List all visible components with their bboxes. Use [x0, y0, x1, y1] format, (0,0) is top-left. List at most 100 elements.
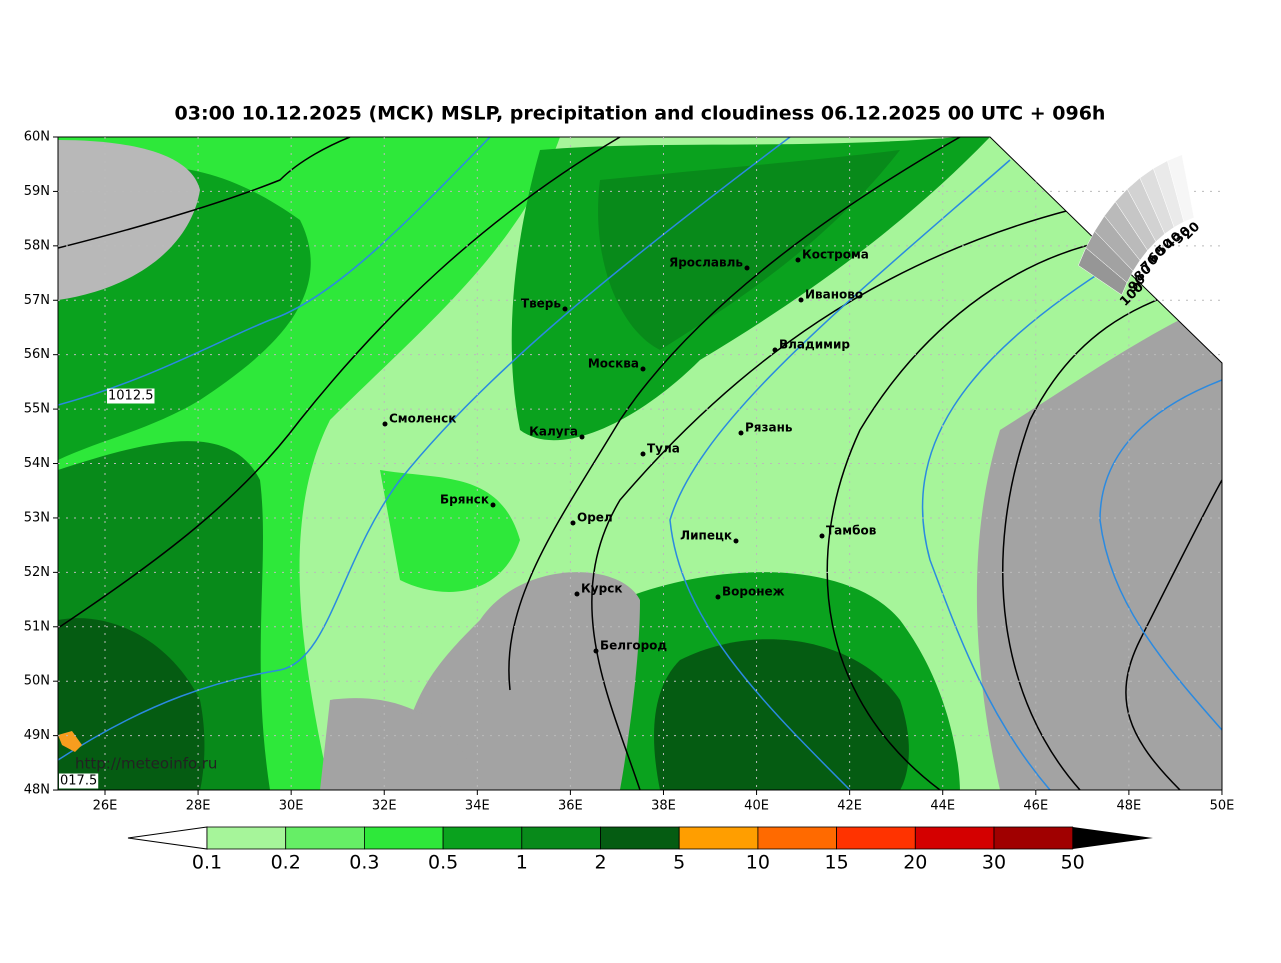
colorbar-swatch	[285, 826, 365, 850]
city-label: Рязань	[745, 421, 793, 435]
isobar-label: 1012.5	[108, 389, 154, 404]
isobar-label: 017.5	[60, 774, 97, 789]
colorbar-label: 50	[1061, 852, 1085, 874]
lon-label: 40E	[744, 799, 769, 814]
lat-label: 53N	[24, 510, 50, 525]
colorbar-swatch	[521, 826, 601, 850]
cloud-swatch	[1167, 154, 1195, 223]
lon-label: 32E	[372, 799, 397, 814]
precip-moderate	[598, 150, 900, 350]
lat-label: 58N	[24, 238, 50, 253]
colorbar-swatch	[206, 826, 287, 850]
city-dot	[795, 257, 801, 263]
isobars-blue	[58, 137, 1222, 790]
colorbar-label: 0.3	[349, 852, 379, 874]
colorbar-swatch	[442, 826, 523, 850]
lon-label: 46E	[1023, 799, 1048, 814]
city-dot	[772, 347, 778, 353]
precip-heavy	[58, 618, 205, 790]
label-bg	[59, 773, 99, 789]
colorbar-swatch	[363, 826, 444, 850]
lat-label: 60N	[24, 130, 50, 145]
colorbar-swatch	[600, 826, 680, 850]
city-label: Липецк	[680, 529, 732, 543]
lat-label: 49N	[24, 728, 50, 743]
cloud-gray	[58, 140, 200, 300]
city-label: Тамбов	[826, 524, 877, 538]
city-dot	[819, 533, 825, 539]
lon-label: 26E	[93, 799, 118, 814]
lon-label: 42E	[837, 799, 862, 814]
colorbar-swatch	[836, 826, 916, 850]
city-label: Курск	[581, 582, 622, 596]
city-label: Ярославль	[669, 256, 743, 270]
colorbar-label: 2	[594, 852, 606, 874]
city-label: Тула	[647, 442, 680, 456]
city-dot	[640, 451, 646, 457]
city-dot	[744, 265, 750, 271]
colorbar-swatch	[914, 826, 995, 850]
colorbar-label: 0.1	[192, 852, 222, 874]
city-dot	[562, 306, 568, 312]
colorbar-label: 30	[982, 852, 1006, 874]
colorbar-max	[1072, 827, 1153, 849]
city-label: Москва	[588, 357, 639, 371]
lat-label: 57N	[24, 293, 50, 308]
lat-label: 52N	[24, 565, 50, 580]
colorbar-label: 5	[673, 852, 685, 874]
city-label: Белгород	[600, 639, 667, 653]
city-label: Тверь	[521, 297, 562, 311]
colorbar-label: 1	[516, 852, 528, 874]
colorbar-label: 0.2	[271, 852, 301, 874]
lon-label: 44E	[930, 799, 955, 814]
overlay: 60N 59N 58N 57N 56N 55N 54N 53N 52N 51N 50N 49N 48N 2…	[24, 130, 1235, 874]
precip-band	[380, 470, 520, 592]
lon-label: 36E	[558, 799, 583, 814]
lon-label: 34E	[465, 799, 490, 814]
city-dot	[640, 366, 646, 372]
lat-label: 51N	[24, 619, 50, 634]
colorbar-label: 15	[825, 852, 849, 874]
title: 03:00 10.12.2025 (МСК) MSLP, precipitati…	[175, 103, 1106, 125]
city-dot	[574, 591, 580, 597]
city-dot	[733, 538, 739, 544]
precip-orange	[58, 731, 82, 752]
colorbar-swatch	[993, 826, 1074, 850]
lat-label: 48N	[24, 783, 50, 798]
isobars	[58, 137, 1222, 790]
city-label: Калуга	[529, 425, 578, 439]
lon-label: 30E	[279, 799, 304, 814]
colorbar-label: 0.5	[428, 852, 458, 874]
colorbar-label: 20	[903, 852, 927, 874]
city-label: Иваново	[805, 288, 863, 302]
colorbar-swatch	[757, 826, 838, 850]
city-label: Кострома	[802, 248, 869, 262]
lon-label: 48E	[1116, 799, 1141, 814]
colorbar-min	[127, 826, 208, 850]
city-label: Брянск	[440, 493, 489, 507]
cloud-gray	[320, 698, 480, 790]
lon-label: 28E	[186, 799, 211, 814]
city-dot	[798, 297, 804, 303]
lat-label: 56N	[24, 347, 50, 362]
watermark: http://meteoinfo.ru	[75, 755, 217, 773]
city-dot	[579, 434, 585, 440]
lat-label: 50N	[24, 674, 50, 689]
cloud-gray	[976, 300, 1222, 790]
city-label: Орел	[577, 511, 613, 525]
city-dot	[593, 648, 599, 654]
colorbar-label: 10	[746, 852, 770, 874]
city-label: Смоленск	[389, 412, 456, 426]
precip-heavy	[654, 639, 909, 790]
city-dot	[382, 421, 388, 427]
field	[58, 137, 1222, 790]
lat-label: 59N	[24, 184, 50, 199]
city-dot	[570, 520, 576, 526]
colorbar-swatch	[678, 826, 759, 850]
city-dot	[738, 430, 744, 436]
label-bg	[107, 388, 155, 404]
lat-label: 55N	[24, 402, 50, 417]
city-dot	[490, 502, 496, 508]
lon-label: 50E	[1210, 799, 1235, 814]
